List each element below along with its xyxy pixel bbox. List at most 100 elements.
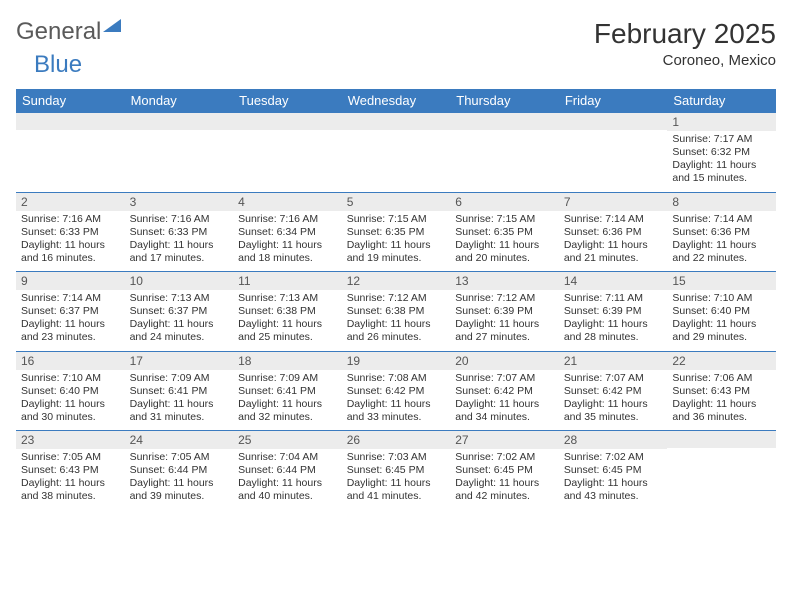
dow-saturday: Saturday: [667, 89, 776, 113]
day-cell: 5Sunrise: 7:15 AMSunset: 6:35 PMDaylight…: [342, 192, 451, 272]
month-title: February 2025: [594, 18, 776, 50]
day-number: 5: [342, 193, 451, 211]
day-data: Sunrise: 7:12 AMSunset: 6:38 PMDaylight:…: [342, 290, 451, 351]
day-cell: 2Sunrise: 7:16 AMSunset: 6:33 PMDaylight…: [16, 192, 125, 272]
sunset-text: Sunset: 6:44 PM: [130, 464, 229, 477]
day-header-row: Sunday Monday Tuesday Wednesday Thursday…: [16, 89, 776, 113]
sunrise-text: Sunrise: 7:14 AM: [672, 213, 771, 226]
daylight-text: Daylight: 11 hours and 31 minutes.: [130, 398, 229, 424]
day-cell: 12Sunrise: 7:12 AMSunset: 6:38 PMDayligh…: [342, 272, 451, 352]
daylight-text: Daylight: 11 hours and 25 minutes.: [238, 318, 337, 344]
logo: General: [16, 18, 121, 46]
sunrise-text: Sunrise: 7:10 AM: [21, 372, 120, 385]
day-cell: 1Sunrise: 7:17 AMSunset: 6:32 PMDaylight…: [667, 113, 776, 193]
sunset-text: Sunset: 6:39 PM: [455, 305, 554, 318]
sunset-text: Sunset: 6:43 PM: [21, 464, 120, 477]
day-number: 15: [667, 272, 776, 290]
day-number: 2: [16, 193, 125, 211]
day-number: 18: [233, 352, 342, 370]
daylight-text: Daylight: 11 hours and 16 minutes.: [21, 239, 120, 265]
day-number: 3: [125, 193, 234, 211]
day-number: 6: [450, 193, 559, 211]
dow-monday: Monday: [125, 89, 234, 113]
day-number: 10: [125, 272, 234, 290]
day-data: Sunrise: 7:15 AMSunset: 6:35 PMDaylight:…: [450, 211, 559, 272]
day-cell: 20Sunrise: 7:07 AMSunset: 6:42 PMDayligh…: [450, 351, 559, 431]
day-number: 21: [559, 352, 668, 370]
day-number: 8: [667, 193, 776, 211]
sunset-text: Sunset: 6:45 PM: [564, 464, 663, 477]
day-number: 1: [667, 113, 776, 131]
day-data: Sunrise: 7:06 AMSunset: 6:43 PMDaylight:…: [667, 370, 776, 431]
title-block: February 2025 Coroneo, Mexico: [594, 18, 776, 69]
sunset-text: Sunset: 6:44 PM: [238, 464, 337, 477]
day-data: Sunrise: 7:10 AMSunset: 6:40 PMDaylight:…: [667, 290, 776, 351]
day-number: 13: [450, 272, 559, 290]
daylight-text: Daylight: 11 hours and 42 minutes.: [455, 477, 554, 503]
sunrise-text: Sunrise: 7:12 AM: [347, 292, 446, 305]
day-number: 16: [16, 352, 125, 370]
daylight-text: Daylight: 11 hours and 29 minutes.: [672, 318, 771, 344]
sunset-text: Sunset: 6:36 PM: [564, 226, 663, 239]
day-data: Sunrise: 7:17 AMSunset: 6:32 PMDaylight:…: [667, 131, 776, 192]
daylight-text: Daylight: 11 hours and 30 minutes.: [21, 398, 120, 424]
day-cell: [16, 113, 125, 193]
day-cell: 14Sunrise: 7:11 AMSunset: 6:39 PMDayligh…: [559, 272, 668, 352]
week-row: 1Sunrise: 7:17 AMSunset: 6:32 PMDaylight…: [16, 113, 776, 193]
day-data: Sunrise: 7:16 AMSunset: 6:33 PMDaylight:…: [125, 211, 234, 272]
day-cell: 7Sunrise: 7:14 AMSunset: 6:36 PMDaylight…: [559, 192, 668, 272]
week-row: 23Sunrise: 7:05 AMSunset: 6:43 PMDayligh…: [16, 431, 776, 510]
sunset-text: Sunset: 6:40 PM: [21, 385, 120, 398]
sunrise-text: Sunrise: 7:11 AM: [564, 292, 663, 305]
sunrise-text: Sunrise: 7:04 AM: [238, 451, 337, 464]
day-cell: [450, 113, 559, 193]
sunset-text: Sunset: 6:45 PM: [347, 464, 446, 477]
sunrise-text: Sunrise: 7:16 AM: [21, 213, 120, 226]
dow-wednesday: Wednesday: [342, 89, 451, 113]
dow-sunday: Sunday: [16, 89, 125, 113]
day-cell: [559, 113, 668, 193]
day-data: Sunrise: 7:14 AMSunset: 6:36 PMDaylight:…: [559, 211, 668, 272]
daylight-text: Daylight: 11 hours and 27 minutes.: [455, 318, 554, 344]
sunset-text: Sunset: 6:42 PM: [347, 385, 446, 398]
day-number: 14: [559, 272, 668, 290]
day-cell: 24Sunrise: 7:05 AMSunset: 6:44 PMDayligh…: [125, 431, 234, 510]
day-cell: 26Sunrise: 7:03 AMSunset: 6:45 PMDayligh…: [342, 431, 451, 510]
day-number: 9: [16, 272, 125, 290]
day-number: 20: [450, 352, 559, 370]
day-cell: [667, 431, 776, 510]
sunset-text: Sunset: 6:42 PM: [455, 385, 554, 398]
day-cell: 18Sunrise: 7:09 AMSunset: 6:41 PMDayligh…: [233, 351, 342, 431]
daylight-text: Daylight: 11 hours and 23 minutes.: [21, 318, 120, 344]
day-cell: 10Sunrise: 7:13 AMSunset: 6:37 PMDayligh…: [125, 272, 234, 352]
sunrise-text: Sunrise: 7:07 AM: [455, 372, 554, 385]
week-row: 16Sunrise: 7:10 AMSunset: 6:40 PMDayligh…: [16, 351, 776, 431]
sunrise-text: Sunrise: 7:16 AM: [238, 213, 337, 226]
sunset-text: Sunset: 6:40 PM: [672, 305, 771, 318]
daylight-text: Daylight: 11 hours and 20 minutes.: [455, 239, 554, 265]
sunrise-text: Sunrise: 7:16 AM: [130, 213, 229, 226]
day-data: Sunrise: 7:02 AMSunset: 6:45 PMDaylight:…: [559, 449, 668, 510]
day-data: [450, 130, 559, 188]
day-cell: 25Sunrise: 7:04 AMSunset: 6:44 PMDayligh…: [233, 431, 342, 510]
sunset-text: Sunset: 6:45 PM: [455, 464, 554, 477]
day-data: [125, 130, 234, 188]
day-data: [667, 448, 776, 506]
daylight-text: Daylight: 11 hours and 28 minutes.: [564, 318, 663, 344]
day-data: Sunrise: 7:04 AMSunset: 6:44 PMDaylight:…: [233, 449, 342, 510]
daylight-text: Daylight: 11 hours and 38 minutes.: [21, 477, 120, 503]
sunrise-text: Sunrise: 7:02 AM: [455, 451, 554, 464]
sunset-text: Sunset: 6:32 PM: [672, 146, 771, 159]
day-number: 28: [559, 431, 668, 449]
sunrise-text: Sunrise: 7:02 AM: [564, 451, 663, 464]
sunrise-text: Sunrise: 7:03 AM: [347, 451, 446, 464]
day-data: Sunrise: 7:14 AMSunset: 6:36 PMDaylight:…: [667, 211, 776, 272]
daylight-text: Daylight: 11 hours and 15 minutes.: [672, 159, 771, 185]
location: Coroneo, Mexico: [594, 52, 776, 69]
day-cell: 17Sunrise: 7:09 AMSunset: 6:41 PMDayligh…: [125, 351, 234, 431]
day-data: Sunrise: 7:07 AMSunset: 6:42 PMDaylight:…: [450, 370, 559, 431]
logo-word2: Blue: [34, 51, 82, 78]
day-cell: [342, 113, 451, 193]
daylight-text: Daylight: 11 hours and 22 minutes.: [672, 239, 771, 265]
day-data: [233, 130, 342, 188]
